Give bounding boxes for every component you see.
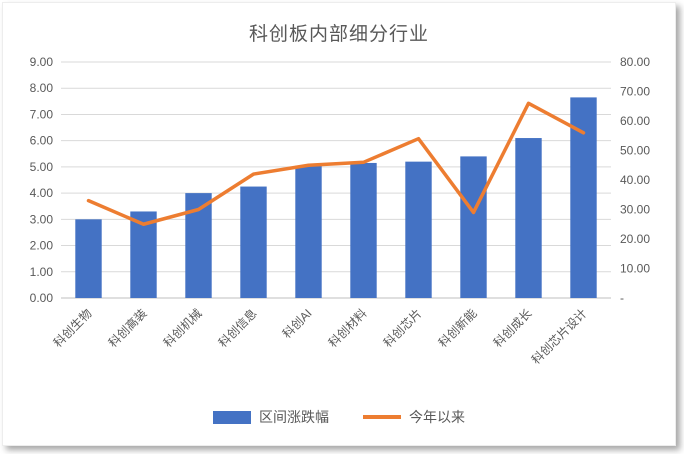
left-axis-tick-label: 6.00	[30, 134, 54, 148]
right-axis-tick-label: 60.00	[620, 114, 650, 128]
legend-item-bar-series: 区间涨跌幅	[213, 407, 329, 427]
bar	[350, 162, 377, 298]
left-axis-tick-label: 1.00	[30, 265, 54, 279]
chart-card: 科创板内部细分行业 9.00 8.00 7.00 6.00 5.00 4.00 3.00 2.…	[2, 2, 676, 446]
left-axis-tick-label: 3.00	[30, 212, 54, 226]
line-series-swatch	[363, 415, 401, 419]
category-label: 科创机械	[160, 306, 205, 351]
left-axis-tick-label: 5.00	[30, 160, 54, 174]
bar	[295, 165, 322, 298]
right-axis-tick-label: 30.00	[620, 203, 650, 217]
left-axis-tick-label: 8.00	[30, 81, 54, 95]
right-axis-tick-label: 40.00	[620, 173, 650, 187]
left-axis-tick-label: 4.00	[30, 186, 54, 200]
chart-title: 科创板内部细分行业	[248, 24, 429, 45]
category-label: 科创信息	[215, 306, 260, 351]
bar	[240, 186, 267, 298]
legend-label-line-series: 今年以来	[409, 409, 465, 425]
category-label: 科创成长	[491, 306, 535, 350]
right-axis-tick-label: 20.00	[620, 232, 650, 246]
right-axis-tick-label: 70.00	[620, 85, 650, 99]
chart-legend: 区间涨跌幅 今年以来	[3, 407, 675, 427]
right-axis-tick-label: 50.00	[620, 144, 650, 158]
left-axis-tick-label: 9.00	[30, 55, 54, 69]
category-label: 科创高装	[105, 306, 150, 351]
left-axis-tick-label: 2.00	[30, 239, 54, 253]
category-label: 科创AI	[280, 306, 315, 341]
category-label: 科创芯片	[381, 306, 425, 350]
category-label: 科创新能	[435, 306, 480, 351]
bar	[405, 161, 432, 298]
legend-label-bar-series: 区间涨跌幅	[259, 409, 329, 425]
category-label: 科创生物	[51, 306, 95, 350]
legend-item-line-series: 今年以来	[363, 407, 465, 427]
right-axis-tick-label: 10.00	[620, 262, 650, 276]
left-axis-tick-label: 7.00	[30, 107, 54, 121]
line-series	[86, 101, 586, 226]
plot-area-wrap: 9.00 8.00 7.00 6.00 5.00 4.00 3.00 2.00 1.00 0.00…	[3, 48, 675, 385]
right-axis-tick-label: 80.00	[620, 55, 650, 69]
bar-series-swatch	[213, 410, 251, 424]
category-label: 科创材料	[326, 306, 370, 350]
bar	[75, 219, 102, 298]
bar	[460, 156, 487, 298]
category-label: 科创芯片设计	[529, 306, 590, 367]
right-axis-tick-label: -	[620, 291, 624, 305]
left-axis-tick-label: 0.00	[30, 291, 54, 305]
combo-chart: 9.00 8.00 7.00 6.00 5.00 4.00 3.00 2.00 1.00 0.00…	[30, 55, 651, 367]
bar	[515, 138, 542, 298]
